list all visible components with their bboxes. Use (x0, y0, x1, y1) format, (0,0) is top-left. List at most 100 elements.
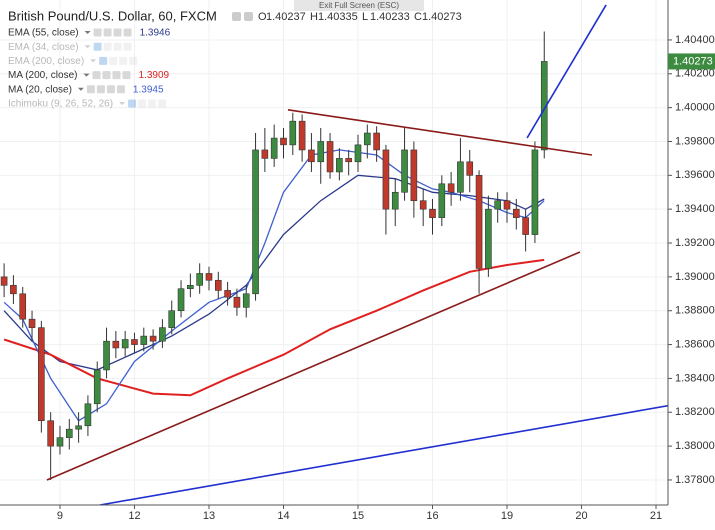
candle (168, 300, 176, 335)
candle-body (391, 191, 399, 210)
legend-icon[interactable] (103, 42, 112, 51)
legend-arrow (83, 73, 90, 77)
x-tick-label: 21 (650, 510, 662, 522)
legend-icon[interactable] (109, 56, 118, 65)
candle-body (177, 288, 185, 312)
legend-icon[interactable] (129, 56, 138, 65)
candle (224, 281, 231, 306)
candle (270, 124, 278, 167)
title-icon[interactable] (232, 12, 241, 21)
legend-value: 1.3946 (140, 28, 171, 39)
grid (0, 0, 668, 505)
title-icon[interactable] (244, 12, 253, 21)
ohlc-label: L (362, 11, 368, 23)
legend-icon[interactable] (112, 71, 121, 80)
banner-box[interactable] (294, 0, 424, 11)
candle-body (382, 149, 390, 210)
legend-name: Ichimoku (9, 26, 52, 26) (8, 99, 113, 110)
candle-body (326, 141, 334, 173)
y-tick-label: 1.40000 (675, 102, 715, 114)
candle-body (28, 318, 36, 328)
candle (317, 127, 325, 184)
legend-icon[interactable] (119, 56, 128, 65)
candle (149, 329, 157, 350)
candle-body (475, 175, 483, 269)
candle-body (531, 149, 539, 235)
trend-line (526, 4, 607, 139)
candle (159, 319, 166, 348)
legend-value: 1.3945 (133, 84, 164, 95)
candle-body (513, 208, 520, 218)
legend-icon[interactable] (116, 85, 125, 94)
candle-body (429, 208, 436, 218)
legend-arrow (84, 45, 91, 49)
candle (522, 209, 529, 252)
candle (373, 126, 380, 162)
candle-body (336, 158, 343, 173)
x-tick-label: 15 (352, 510, 364, 522)
candle-body (56, 437, 64, 447)
ohlc-value: 1.40273 (422, 11, 462, 23)
candle (261, 127, 269, 172)
candle-body (168, 310, 176, 328)
candle (466, 149, 474, 193)
legend-icon[interactable] (86, 85, 95, 94)
legend-icon[interactable] (138, 99, 147, 108)
legend-icon[interactable] (123, 28, 132, 37)
candle-body (438, 183, 446, 218)
legend-icon[interactable] (123, 42, 132, 51)
candle-body (466, 161, 474, 176)
candle-body (224, 290, 231, 298)
candle-body (233, 296, 241, 308)
legend-icon[interactable] (122, 71, 131, 80)
candle (0, 263, 8, 298)
candle-body (317, 141, 325, 163)
candle (10, 275, 17, 304)
banner[interactable]: Exit Full Screen (ESC) (319, 1, 399, 10)
legend-icon[interactable] (158, 99, 167, 108)
candle (187, 273, 194, 298)
x-tick-label: 12 (128, 510, 140, 522)
legend-name: EMA (55, close) (8, 28, 79, 39)
candle (289, 112, 297, 156)
candle (336, 148, 343, 181)
legend-icon[interactable] (148, 99, 157, 108)
candle (280, 127, 287, 159)
legend-icon[interactable] (103, 28, 112, 37)
candle-body (298, 120, 306, 151)
candle (326, 133, 334, 179)
legend-icon[interactable] (128, 99, 137, 108)
legend-icon[interactable] (93, 28, 102, 37)
candle (513, 199, 520, 230)
legend-icon[interactable] (99, 56, 108, 65)
legend-icon[interactable] (102, 71, 111, 80)
candle-body (401, 149, 408, 193)
candle (75, 412, 82, 443)
legend-icon[interactable] (106, 85, 115, 94)
legend-icon[interactable] (113, 42, 122, 51)
candle-body (354, 144, 362, 163)
candle-body (289, 120, 297, 146)
candle-body (261, 149, 269, 159)
candle (242, 285, 250, 318)
y-tick-label: 1.37800 (675, 474, 715, 486)
y-tick-label: 1.40200 (675, 68, 715, 80)
candle (401, 127, 408, 201)
candle-body (121, 339, 129, 349)
candle (214, 271, 222, 299)
candle (205, 266, 213, 291)
legend-icon[interactable] (113, 28, 122, 37)
candle (531, 141, 539, 244)
legend-row: MA (20, close) 1.3945 (8, 84, 164, 95)
candle-body (457, 161, 464, 193)
candle-body (149, 335, 157, 342)
x-tick-label: 20 (575, 510, 587, 522)
legend-icon[interactable] (92, 71, 101, 80)
candle (354, 134, 362, 172)
legend-icon[interactable] (96, 85, 105, 94)
candle (121, 331, 129, 357)
trend-line (46, 251, 581, 481)
legend-icon[interactable] (93, 42, 102, 51)
ohlc-label: O (258, 11, 267, 23)
trend-line (99, 404, 668, 505)
